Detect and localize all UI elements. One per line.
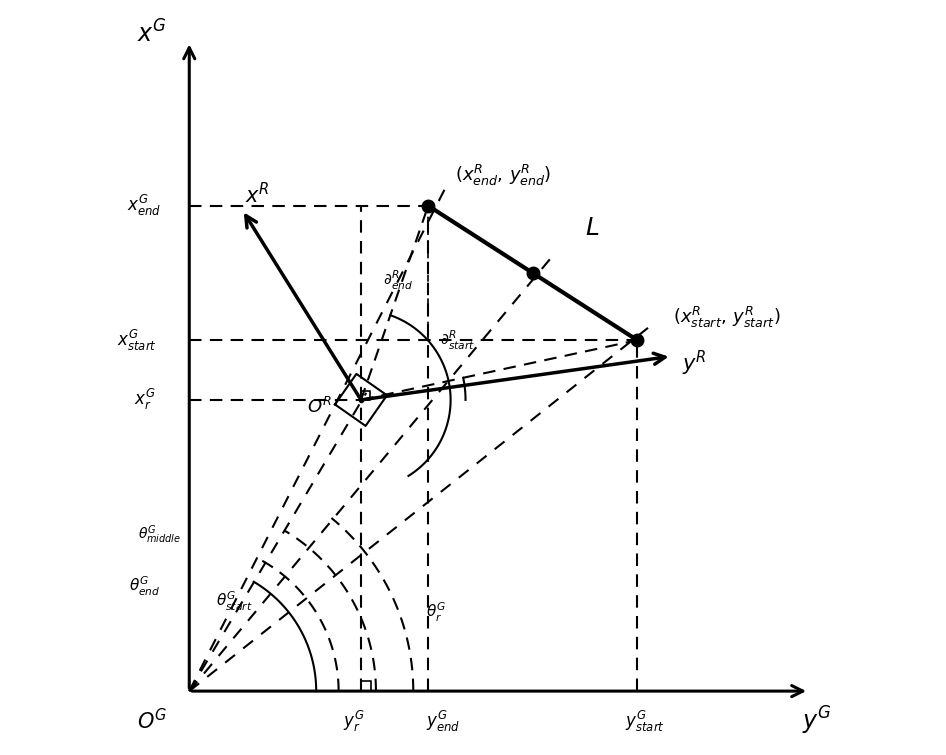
- Text: $(x_{end}^{R},\,y_{end}^{R})$: $(x_{end}^{R},\,y_{end}^{R})$: [455, 163, 552, 189]
- Text: $x^G$: $x^G$: [137, 20, 166, 48]
- Text: $x_{end}^G$: $x_{end}^G$: [128, 193, 162, 218]
- Text: $y^R$: $y^R$: [682, 349, 707, 378]
- Text: $\theta^G_{middle}$: $\theta^G_{middle}$: [138, 523, 181, 546]
- Text: $y_{start}^G$: $y_{start}^G$: [625, 708, 665, 734]
- Text: $x_{start}^G$: $x_{start}^G$: [117, 328, 157, 353]
- Text: $\partial^R_{start}$: $\partial^R_{start}$: [441, 328, 476, 352]
- Text: $L$: $L$: [586, 216, 600, 240]
- Text: $O^G$: $O^G$: [136, 708, 167, 734]
- Text: $\theta^G_r$: $\theta^G_r$: [426, 601, 446, 624]
- Text: $\theta^G_{end}$: $\theta^G_{end}$: [129, 575, 160, 598]
- Text: $y_r^G$: $y_r^G$: [342, 708, 364, 734]
- Text: $x^R$: $x^R$: [245, 183, 270, 208]
- Text: $y^G$: $y^G$: [801, 705, 832, 737]
- Text: $\theta^G_{start}$: $\theta^G_{start}$: [216, 590, 253, 613]
- Text: $(x_{start}^{R},\,y_{start}^{R})$: $(x_{start}^{R},\,y_{start}^{R})$: [673, 305, 780, 331]
- Text: $y_{end}^G$: $y_{end}^G$: [426, 708, 461, 734]
- Text: $x_r^G$: $x_r^G$: [133, 387, 155, 412]
- Text: $\partial^R_{end}$: $\partial^R_{end}$: [383, 269, 413, 292]
- Text: $O^R$: $O^R$: [307, 397, 332, 418]
